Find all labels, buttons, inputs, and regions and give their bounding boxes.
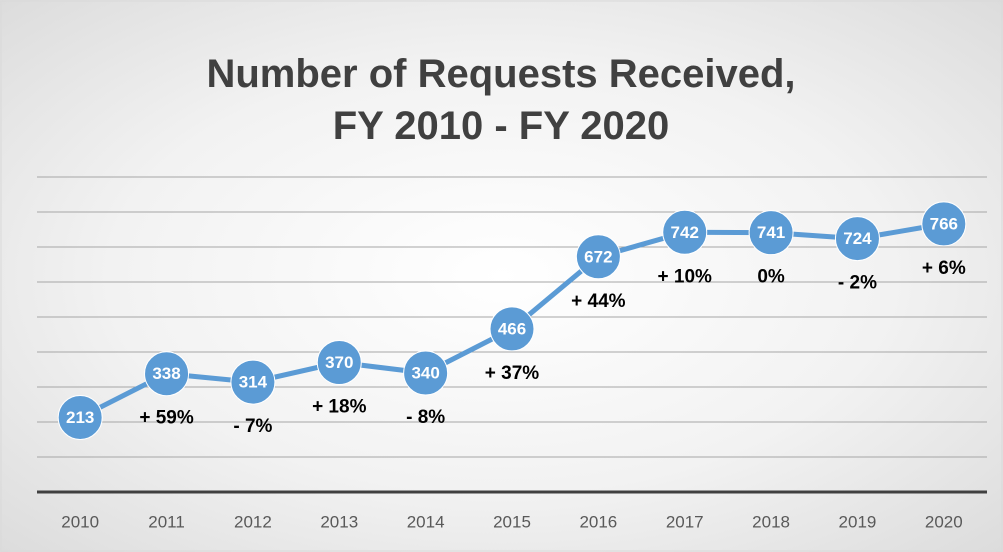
marker: [748, 210, 794, 256]
data-label: 724: [843, 229, 872, 248]
annotation: + 6%: [922, 258, 966, 279]
x-tick-label: 2013: [320, 512, 358, 531]
marker: [834, 216, 880, 262]
x-tick-label: 2016: [579, 512, 617, 531]
x-tick-label: 2019: [839, 512, 877, 531]
marker: [57, 394, 103, 440]
x-tick-label: 2012: [234, 512, 272, 531]
data-label: 370: [325, 353, 353, 372]
marker: [921, 201, 967, 247]
data-label: 741: [757, 223, 785, 242]
x-tick-label: 2020: [925, 512, 963, 531]
data-label: 340: [411, 363, 439, 382]
marker: [403, 350, 449, 396]
data-label: 742: [671, 223, 699, 242]
annotation: + 59%: [139, 408, 194, 429]
data-label: 672: [584, 247, 612, 266]
annotation: + 18%: [312, 397, 367, 418]
marker: [230, 359, 276, 405]
annotation: 0%: [757, 267, 785, 288]
annotation: + 44%: [571, 291, 626, 312]
x-tick-label: 2010: [61, 512, 99, 531]
marker: [575, 234, 621, 280]
data-label: 338: [152, 364, 180, 383]
data-label: 314: [239, 373, 268, 392]
annotation: - 2%: [838, 273, 877, 294]
data-label: 213: [66, 408, 94, 427]
marker: [144, 351, 190, 397]
data-label: 466: [498, 319, 526, 338]
marker: [489, 306, 535, 352]
x-tick-label: 2011: [148, 512, 185, 531]
annotation: + 37%: [485, 363, 540, 384]
x-tick-label: 2014: [407, 512, 445, 531]
chart-title: Number of Requests Received, FY 2010 - F…: [206, 52, 796, 148]
annotation: + 10%: [658, 266, 713, 287]
x-tick-label: 2015: [493, 512, 531, 531]
marker: [316, 340, 362, 385]
annotation: - 8%: [406, 407, 445, 428]
annotation: - 7%: [233, 416, 272, 437]
x-tick-label: 2018: [752, 512, 790, 531]
marker: [662, 209, 708, 255]
x-tick-label: 2017: [666, 512, 704, 531]
data-label: 766: [930, 214, 958, 233]
